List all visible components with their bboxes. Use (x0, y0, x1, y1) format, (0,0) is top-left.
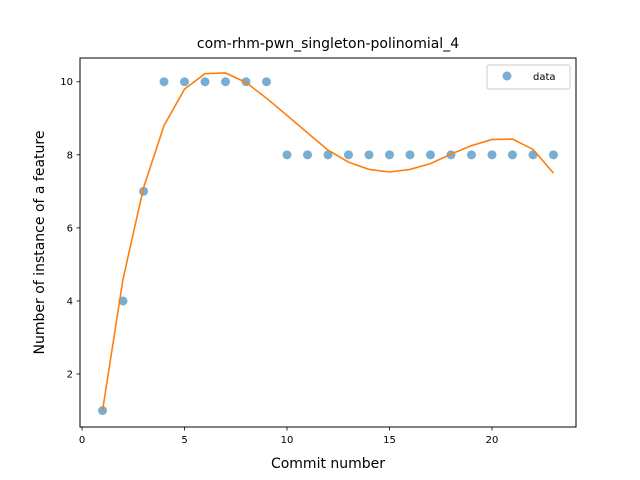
data-point (487, 150, 497, 160)
data-point (282, 150, 292, 160)
plot-area (98, 72, 558, 416)
legend-box (486, 64, 571, 90)
y-axis-label: Number of instance of a feature (32, 131, 48, 355)
tick-marks: 0 5 10 15 20 2 4 6 8 10 (60, 77, 498, 446)
data-point (364, 150, 374, 160)
data-point (221, 77, 231, 87)
legend: data (486, 64, 571, 90)
data-point (425, 150, 435, 160)
data-point (200, 77, 210, 87)
fit-line (101, 72, 555, 411)
data-point (343, 150, 353, 160)
data-point (159, 77, 169, 87)
x-tick-label: 20 (486, 435, 499, 446)
data-point (262, 77, 272, 87)
chart-title: com-rhm-pwn_singleton-polinomial_4 (197, 36, 459, 52)
data-point (98, 406, 108, 416)
data-point (466, 150, 476, 160)
legend-label: data (533, 72, 556, 83)
x-axis-label: Commit number (271, 456, 385, 472)
data-point (303, 150, 313, 160)
x-tick-label: 0 (79, 435, 85, 446)
axes-frame (79, 57, 577, 428)
y-tick-label: 4 (67, 296, 73, 307)
y-tick-label: 8 (67, 150, 73, 161)
data-point (507, 150, 517, 160)
data-point (118, 296, 128, 306)
data-point (405, 150, 415, 160)
data-point (528, 150, 538, 160)
data-point (384, 150, 394, 160)
y-tick-label: 6 (67, 223, 73, 234)
x-tick-label: 15 (383, 435, 396, 446)
legend-marker (502, 71, 512, 81)
data-point (180, 77, 190, 87)
data-point (323, 150, 333, 160)
y-tick-label: 10 (60, 77, 73, 88)
y-tick-label: 2 (67, 370, 73, 381)
x-tick-label: 10 (281, 435, 294, 446)
x-tick-label: 5 (181, 435, 187, 446)
data-point (548, 150, 558, 160)
